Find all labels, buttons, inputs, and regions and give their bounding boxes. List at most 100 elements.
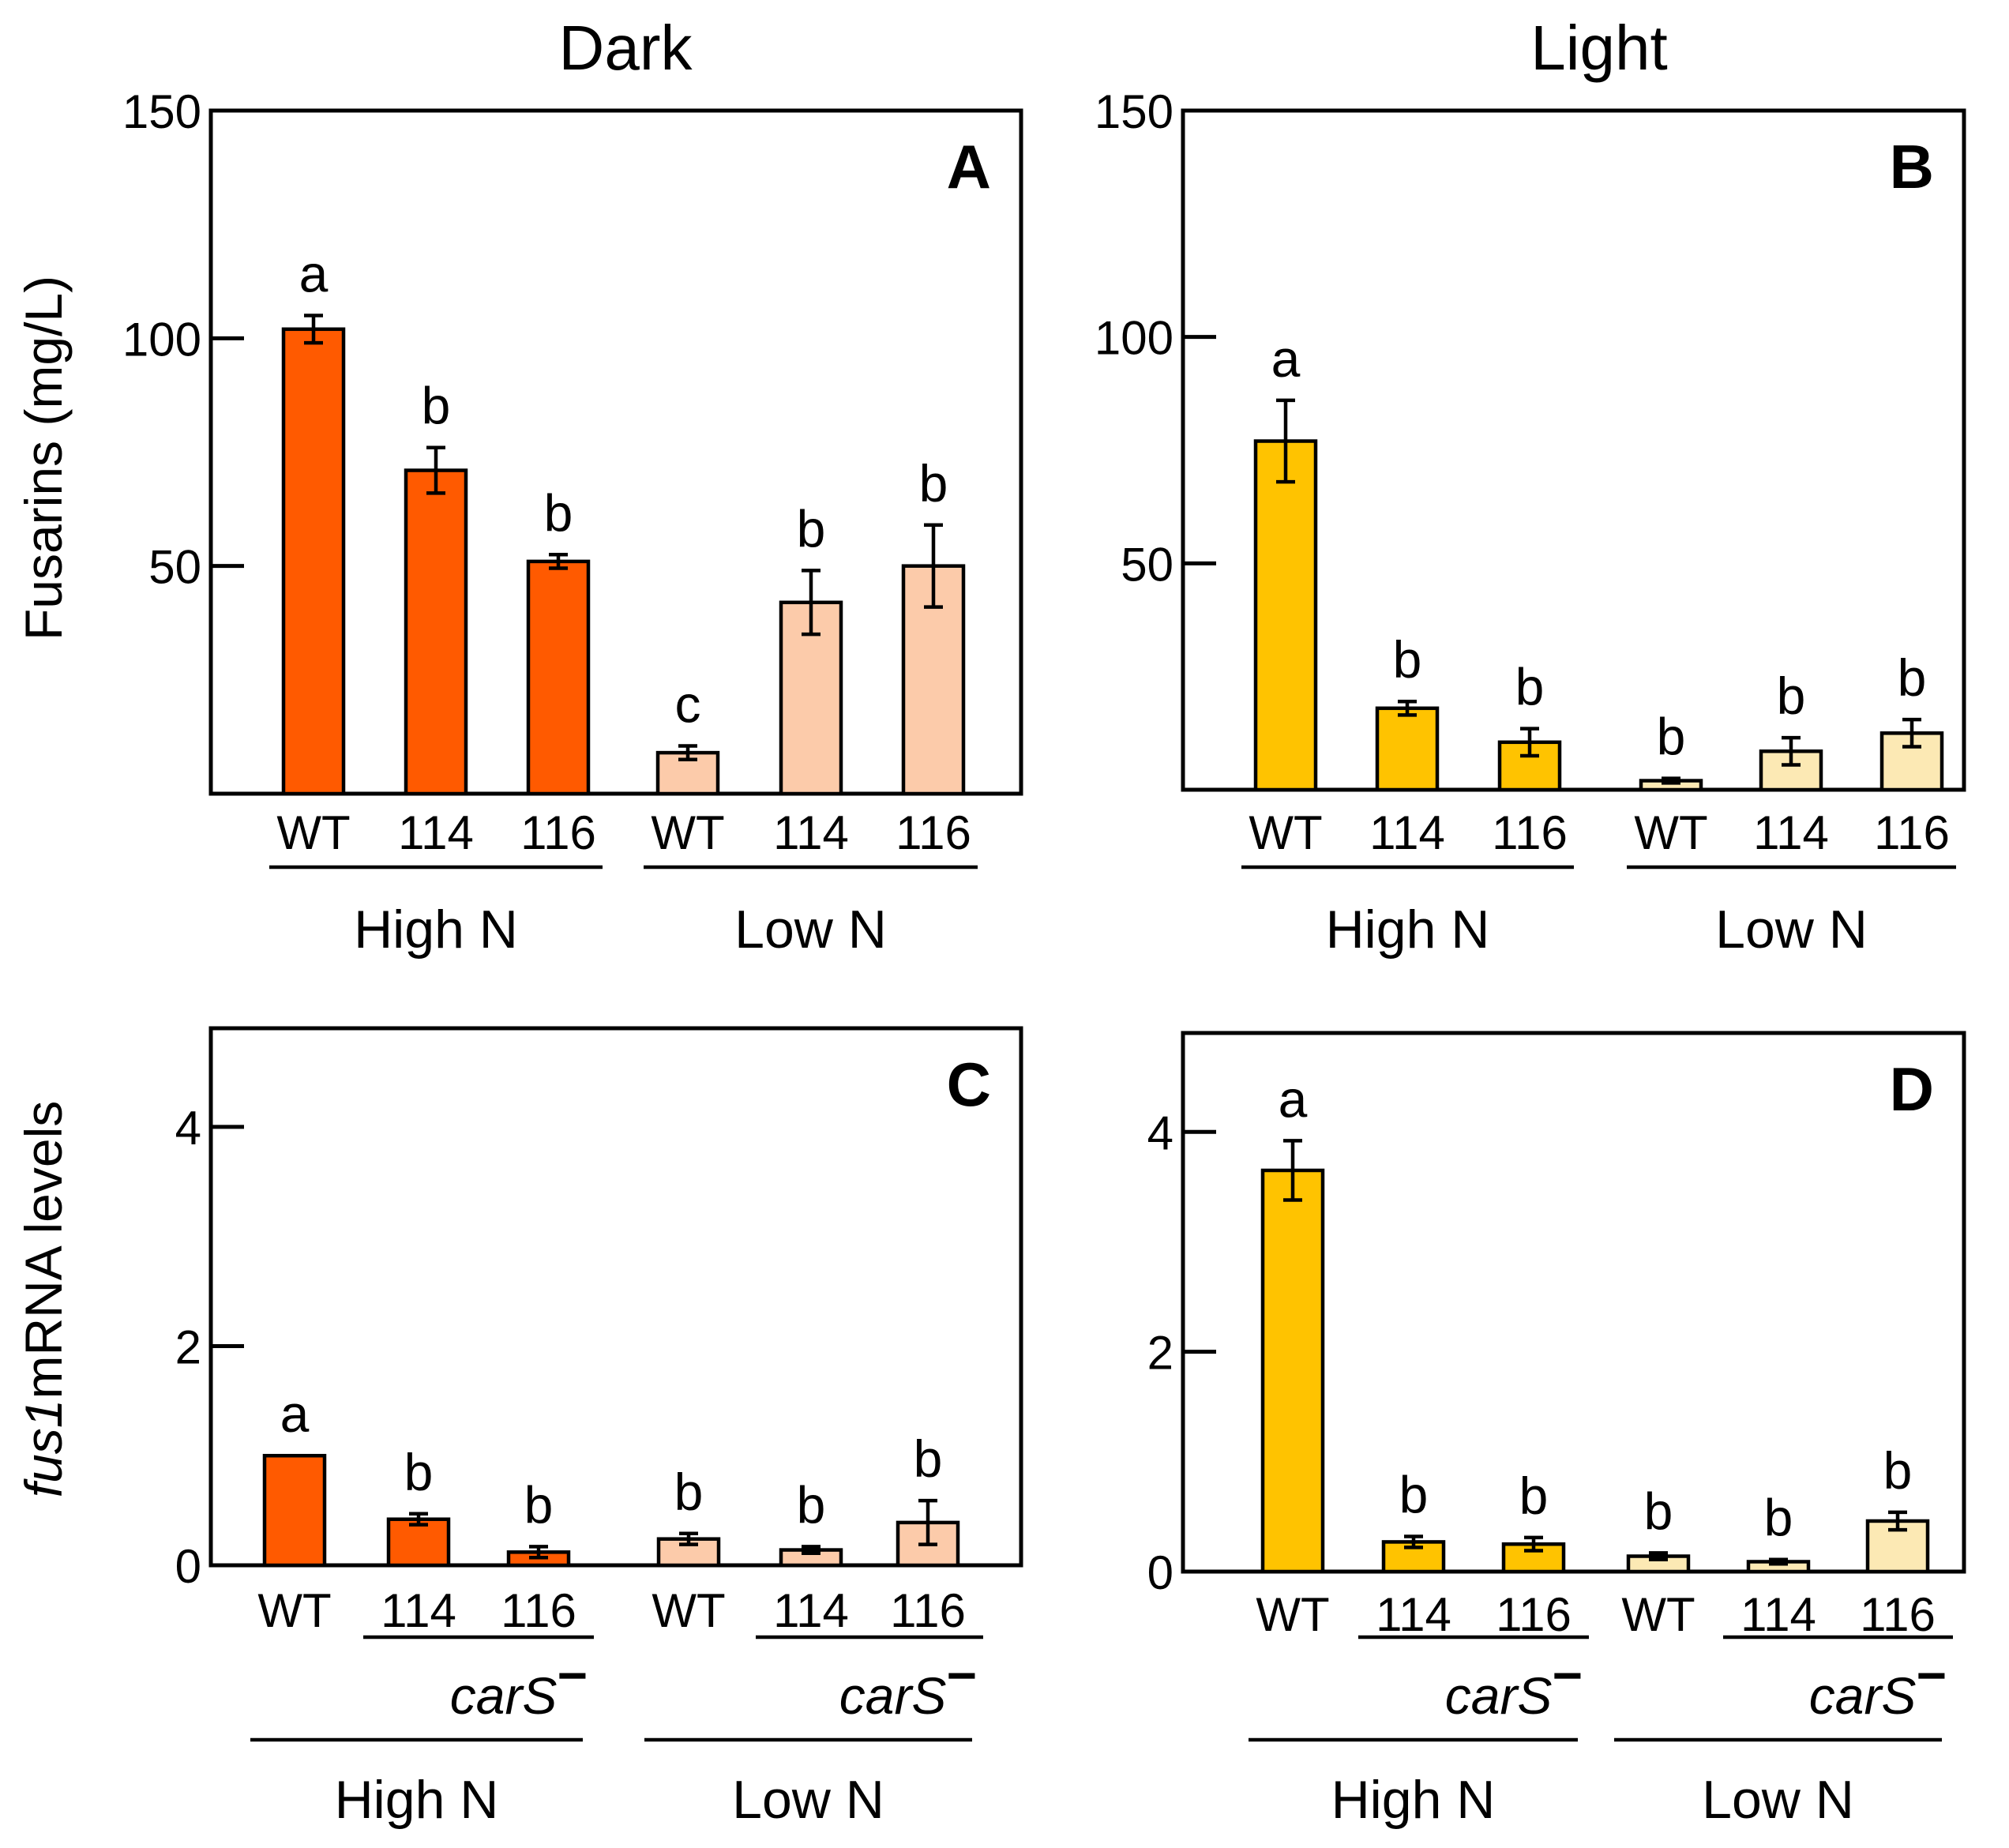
category-label: 116 bbox=[1496, 1588, 1572, 1641]
category-label: 114 bbox=[381, 1584, 456, 1637]
y-tick-label: 0 bbox=[1147, 1546, 1173, 1599]
column-title-light: Light bbox=[1530, 13, 1667, 83]
group-label: Low N bbox=[1715, 900, 1868, 960]
significance-label: b bbox=[919, 454, 948, 513]
category-label: 116 bbox=[896, 806, 971, 859]
y-axis-label-fus1-gene: fus1 bbox=[14, 1399, 73, 1498]
significance-label: b bbox=[422, 377, 451, 435]
significance-label: b bbox=[674, 1463, 704, 1521]
significance-label: b bbox=[404, 1443, 434, 1501]
error-bar bbox=[1649, 1551, 1668, 1561]
error-bar bbox=[1902, 717, 1921, 749]
error-bar bbox=[529, 1545, 548, 1560]
category-label: 116 bbox=[501, 1584, 576, 1637]
category-label: 116 bbox=[520, 806, 596, 859]
y-tick-label: 0 bbox=[175, 1540, 201, 1593]
category-label: 114 bbox=[1753, 806, 1829, 859]
panel-letter: B bbox=[1890, 132, 1934, 201]
panel-letter: C bbox=[947, 1050, 991, 1119]
column-title-dark: Dark bbox=[559, 13, 693, 83]
significance-label: b bbox=[1644, 1482, 1673, 1540]
panel-c: 0 2 4 Ca WT b 114 b 116 b WT b 114 b 116 carS− carS− High… bbox=[175, 1026, 1023, 1830]
category-label: WT bbox=[257, 1584, 331, 1637]
y-tick-label: 4 bbox=[1147, 1106, 1173, 1159]
bar bbox=[1253, 439, 1318, 792]
bar bbox=[1375, 706, 1440, 792]
significance-label: a bbox=[280, 1384, 310, 1443]
error-bar bbox=[1404, 1534, 1423, 1549]
bar bbox=[656, 1537, 721, 1568]
group-label: High N bbox=[335, 1770, 499, 1830]
error-bar bbox=[1524, 1535, 1543, 1553]
error-bar bbox=[1888, 1510, 1907, 1532]
mutant-label: carS− bbox=[450, 1646, 588, 1725]
significance-label: b bbox=[1515, 658, 1545, 716]
category-label: 114 bbox=[398, 806, 474, 859]
significance-label: b bbox=[544, 483, 573, 542]
significance-label: b bbox=[1764, 1489, 1793, 1547]
bar bbox=[1260, 1168, 1325, 1574]
category-label: WT bbox=[276, 806, 350, 859]
plot-frame bbox=[1181, 108, 1966, 792]
error-bar bbox=[678, 744, 697, 761]
category-label: 114 bbox=[1741, 1588, 1816, 1641]
error-bar bbox=[1283, 1139, 1302, 1202]
category-label: 114 bbox=[773, 806, 849, 859]
error-bar bbox=[426, 445, 445, 495]
error-bar bbox=[409, 1512, 428, 1527]
category-label: WT bbox=[1249, 806, 1322, 859]
y-axis-label-fusarins: Fusarins (mg/L) bbox=[14, 276, 73, 640]
y-tick-label: 50 bbox=[148, 541, 201, 594]
error-bar bbox=[1782, 735, 1801, 767]
category-label: 114 bbox=[773, 1584, 849, 1637]
y-tick-label: 150 bbox=[122, 85, 201, 138]
category-label: 116 bbox=[1874, 806, 1950, 859]
category-label: 116 bbox=[1860, 1588, 1936, 1641]
significance-label: a bbox=[1279, 1069, 1308, 1128]
significance-label: b bbox=[1883, 1441, 1913, 1500]
category-label: WT bbox=[1621, 1588, 1695, 1641]
significance-label: b bbox=[1393, 630, 1422, 689]
y-tick-label: 150 bbox=[1095, 85, 1173, 138]
y-tick-label: 2 bbox=[1147, 1327, 1173, 1380]
category-label: WT bbox=[652, 1584, 725, 1637]
plot-frame bbox=[1181, 1031, 1966, 1574]
mutant-label: carS− bbox=[1445, 1646, 1583, 1725]
significance-label: b bbox=[914, 1429, 943, 1488]
error-bar bbox=[918, 1498, 937, 1546]
significance-label: b bbox=[524, 1475, 554, 1534]
error-bar bbox=[304, 314, 323, 345]
significance-label: b bbox=[1519, 1467, 1549, 1525]
category-label: 114 bbox=[1369, 806, 1445, 859]
plot-frame bbox=[208, 108, 1023, 796]
category-label: WT bbox=[651, 806, 724, 859]
y-tick-label: 4 bbox=[175, 1102, 201, 1155]
bar bbox=[526, 559, 591, 796]
error-bar bbox=[1276, 398, 1295, 484]
error-bar bbox=[1662, 776, 1680, 785]
bar bbox=[1497, 740, 1562, 792]
category-label: 116 bbox=[890, 1584, 966, 1637]
significance-label: a bbox=[299, 245, 329, 303]
significance-label: b bbox=[1898, 648, 1927, 707]
bar bbox=[262, 1453, 327, 1568]
error-bar bbox=[679, 1531, 698, 1546]
error-bar bbox=[802, 569, 820, 637]
group-label: Low N bbox=[1702, 1770, 1854, 1830]
y-axis-label-fus1-rest: mRNA levels bbox=[14, 1101, 73, 1399]
error-bar bbox=[802, 1545, 820, 1555]
error-bar bbox=[549, 553, 568, 570]
mutant-label: carS− bbox=[839, 1646, 977, 1725]
error-bar bbox=[924, 523, 943, 609]
significance-label: c bbox=[675, 674, 701, 733]
significance-label: b bbox=[797, 499, 826, 558]
plot-frame bbox=[208, 1026, 1023, 1568]
panel-letter: D bbox=[1890, 1054, 1934, 1124]
category-label: 114 bbox=[1376, 1588, 1451, 1641]
mutant-label: carS− bbox=[1809, 1646, 1947, 1725]
